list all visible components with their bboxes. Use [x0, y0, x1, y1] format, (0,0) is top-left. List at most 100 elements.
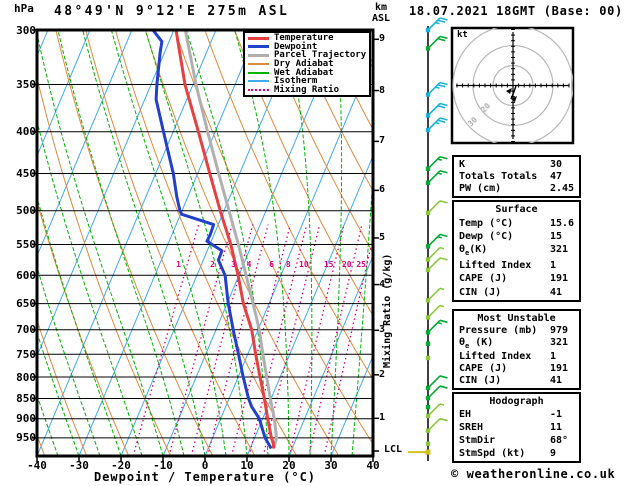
- table-row-label: K: [459, 158, 466, 170]
- station-title: 48°49'N 9°12'E 275m ASL: [54, 4, 290, 19]
- mixing-ratio-value-label: 3: [231, 260, 236, 269]
- legend-item-label: Parcel Trajectory: [274, 50, 367, 61]
- wind-barb-feather: [439, 170, 448, 174]
- table-row-label: Lifted Index: [459, 259, 532, 271]
- pressure-tick-label: 650: [16, 297, 36, 311]
- pressure-tick-label: 500: [16, 204, 36, 218]
- table-row-value: 191: [550, 273, 569, 285]
- temp-tick-label: 10: [240, 459, 254, 472]
- wind-barb-feather: [439, 35, 448, 40]
- table-row-label: SREH: [459, 422, 484, 433]
- wind-barb-station-dot: [425, 341, 431, 346]
- wind-barb-feather: [439, 417, 448, 422]
- table-row-label: StmSpd (kt): [459, 448, 526, 459]
- wind-barb-station-dot: [425, 441, 431, 446]
- mixing-ratio-value-label: 1: [176, 260, 181, 269]
- legend-line-sample-icon: [248, 80, 269, 83]
- pressure-tick-label: 850: [16, 391, 36, 405]
- km-tick-label: 7: [379, 135, 386, 147]
- wind-barb-feather: [439, 257, 448, 261]
- table-section-title: Surface: [495, 204, 538, 216]
- legend-item-label: Temperature: [274, 33, 334, 44]
- legend-item: Parcel Trajectory: [245, 50, 369, 61]
- wind-barb-half-feather: [439, 246, 445, 250]
- hodograph-trace: [510, 85, 517, 100]
- table-row: Dewp (°C) 15: [454, 231, 579, 242]
- indices-table-box: Surface Temp (°C) 15.6 Dewp (°C) 15 θe(K) 321 L…: [452, 200, 581, 302]
- pressure-tick-label: 350: [16, 78, 36, 92]
- dry-adiabat-line: [293, 30, 373, 192]
- mixing-ratio-value-label: 20: [341, 260, 352, 269]
- table-row: SREH 11: [454, 422, 579, 433]
- wind-barb-staff: [427, 304, 441, 319]
- km-tick-label: 8: [379, 84, 386, 96]
- table-row: StmDir 68°: [454, 435, 579, 446]
- dewpoint-curve: [151, 30, 273, 450]
- mixing-ratio-value-label: 4: [246, 260, 252, 269]
- wind-barb-half-feather: [439, 287, 445, 291]
- km-asl-axis-unit: km ASL: [371, 2, 391, 24]
- wind-barb-station-dot: [425, 404, 431, 410]
- mixing-ratio-value-label: 25: [356, 260, 366, 269]
- lcl-label: LCL: [384, 444, 403, 455]
- mixing-ratio-value-label: 8: [285, 260, 291, 269]
- table-row: StmSpd (kt) 9: [454, 448, 579, 459]
- isotherm-line: [330, 354, 373, 456]
- table-row: CIN (J) 41: [454, 375, 579, 386]
- mixing-ratio-value-label: 2: [210, 260, 215, 269]
- wind-barb-half-feather: [435, 86, 440, 90]
- legend-item-label: Dry Adiabat: [274, 58, 334, 69]
- legend-item-label: Dewpoint: [274, 41, 318, 52]
- km-tick-label: 5: [379, 231, 386, 243]
- wind-barb-feather: [439, 385, 448, 389]
- wind-barb-feather: [437, 104, 446, 109]
- temp-tick-label: -30: [69, 459, 89, 472]
- wind-barb-column: [408, 17, 448, 461]
- table-row-label: PW (cm): [459, 183, 502, 195]
- table-row-label: Pressure (mb): [459, 324, 538, 336]
- temp-tick-label: 0: [201, 459, 209, 472]
- mixing-ratio-line: [190, 224, 254, 456]
- temp-tick-label: -20: [111, 459, 131, 472]
- isotherm-line: [246, 154, 373, 456]
- dry-adiabat-line: [37, 318, 88, 456]
- table-row-label: Temp (°C): [459, 217, 514, 229]
- isotherm-line: [162, 30, 343, 456]
- legend-item: Isotherm: [245, 76, 369, 86]
- legend-line-sample-icon: [248, 53, 269, 57]
- km-tick-label: 4: [379, 278, 386, 290]
- wind-barb-half-feather: [437, 172, 442, 176]
- table-row-value: 979: [550, 324, 569, 336]
- table-row-label: CIN (J): [459, 286, 502, 298]
- lcl-level-dot: [425, 449, 431, 455]
- mixing-ratio-value-label: 10: [299, 260, 309, 269]
- temp-tick-label: 40: [366, 459, 380, 472]
- wind-barb-half-feather: [437, 321, 442, 325]
- table-row-label: Dewp (°C): [459, 231, 514, 243]
- wind-barb-half-feather: [435, 21, 440, 25]
- hodograph-arrowhead: [506, 88, 512, 94]
- mixing-ratio-value-label: 15: [323, 260, 334, 269]
- table-row-value: 15: [550, 231, 563, 243]
- wind-barb-feather: [439, 233, 448, 238]
- km-tick-label: 2: [379, 368, 386, 380]
- km-tick-label: 9: [379, 33, 386, 45]
- table-row: Temp (°C) 15.6: [454, 218, 579, 229]
- indices-table-box: Most Unstable Pressure (mb) 979 θe (K) 321 Li…: [452, 309, 581, 390]
- table-row: K 30: [454, 159, 579, 170]
- legend-item: Temperature: [245, 33, 369, 44]
- wind-barb-station-dot: [425, 355, 431, 361]
- wet-adiabat-line: [37, 118, 143, 456]
- isotherm-line: [37, 30, 217, 456]
- table-row: θe(K) 321: [454, 244, 579, 257]
- table-row-label: Totals Totals: [459, 170, 538, 182]
- mixing-ratio-line: [132, 224, 200, 456]
- legend-item: Mixing Ratio: [245, 85, 369, 95]
- legend-line-sample-icon: [248, 45, 269, 49]
- table-row: θe (K) 321: [454, 337, 579, 350]
- wind-barb-feather: [439, 155, 448, 160]
- km-tick-label: 1: [379, 412, 386, 424]
